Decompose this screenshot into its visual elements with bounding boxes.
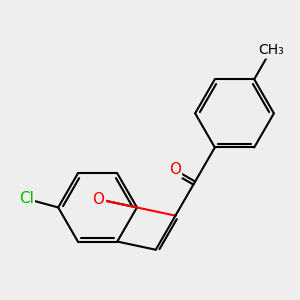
Text: CH₃: CH₃ [258,43,284,57]
Text: O: O [169,162,181,177]
Text: Cl: Cl [19,191,34,206]
Text: O: O [92,192,104,207]
